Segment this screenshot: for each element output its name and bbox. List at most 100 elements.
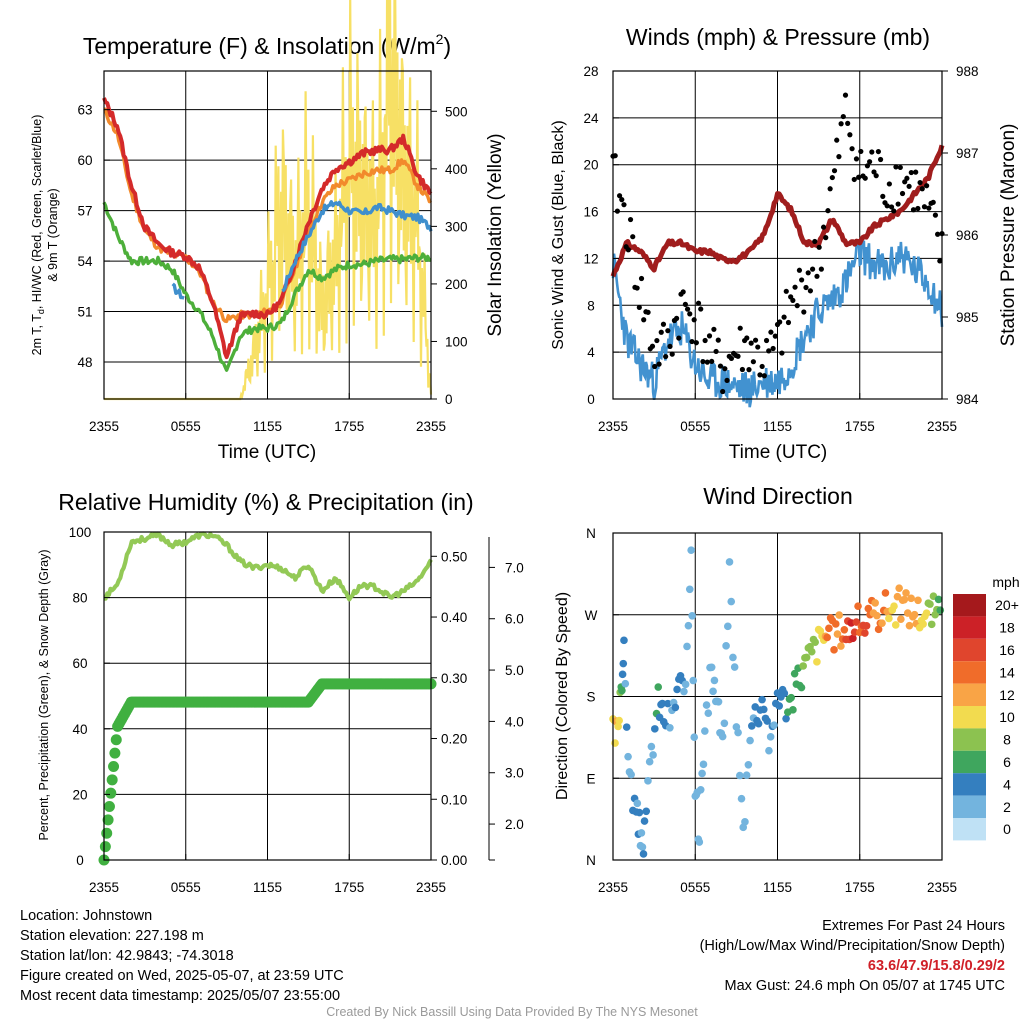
gust-point <box>728 355 735 362</box>
precip-point <box>102 814 114 826</box>
gust-point <box>917 179 923 186</box>
y-tick-label: 20 <box>72 787 87 802</box>
gust-point <box>847 132 853 138</box>
direction-point <box>736 771 744 780</box>
direction-point <box>724 622 732 631</box>
x-tick-label: 2355 <box>598 880 628 895</box>
direction-point <box>666 723 674 732</box>
gust-point <box>713 348 719 355</box>
direction-point <box>910 610 919 619</box>
colorbar-swatch <box>953 773 986 796</box>
gust-point <box>805 270 811 276</box>
direction-point <box>807 647 816 656</box>
direction-point <box>673 685 681 694</box>
direction-point <box>688 611 696 620</box>
gust-point <box>616 193 623 199</box>
y-tick-label: 60 <box>72 656 87 671</box>
direction-point <box>621 679 630 688</box>
x-tick-label: 1755 <box>334 880 364 895</box>
snow-tick-label: 6.0 <box>505 612 524 627</box>
gust-point <box>757 372 763 378</box>
colorbar-label: 16 <box>999 642 1015 658</box>
x-tick-label: 0555 <box>680 880 710 895</box>
direction-point <box>685 585 694 594</box>
direction-point <box>765 746 773 755</box>
direction-point <box>639 850 648 858</box>
y-tick-label: 0 <box>76 853 84 868</box>
direction-point <box>852 618 861 626</box>
precip-point <box>109 747 121 759</box>
x-tick-label: 2355 <box>927 880 957 895</box>
gust-point <box>820 224 827 230</box>
direction-point <box>671 703 680 712</box>
humidity-ylabel-left: Percent, Precipitation (Green), & Snow D… <box>37 549 51 840</box>
direction-point <box>737 794 746 803</box>
station-elevation: Station elevation: 227.198 m <box>20 928 204 944</box>
gust-point <box>827 186 833 192</box>
extremes-info: Extremes For Past 24 Hours (High/Low/Max… <box>700 916 1005 996</box>
y2-tick-label: 100 <box>445 334 468 349</box>
direction-point <box>754 719 763 728</box>
direction-point <box>885 614 893 623</box>
gust-point <box>663 353 669 360</box>
y-tick-label: 20 <box>583 158 598 173</box>
x-tick-label: 0555 <box>171 880 201 895</box>
y2-tick-label: 987 <box>956 146 979 161</box>
x-tick-label: 2355 <box>598 419 628 434</box>
direction-point <box>638 843 647 851</box>
gust-point <box>895 201 901 207</box>
gust-point <box>720 388 726 395</box>
precip-tick-label: 0.20 <box>441 732 467 747</box>
gust-point <box>919 186 925 192</box>
temperature-ylabel-left-2: & 9m T (Orange) <box>46 188 60 281</box>
direction-point <box>734 728 742 737</box>
station-latlon: Station lat/lon: 42.9843; -74.3018 <box>20 948 234 964</box>
temperature-panel: Temperature (F) & Insolation (W/m2) 48 51… <box>30 0 506 463</box>
direction-point <box>878 619 886 627</box>
gust-point <box>680 289 686 295</box>
direction-point <box>744 760 753 769</box>
y-tick-label: 4 <box>587 345 595 360</box>
direction-point <box>874 625 883 634</box>
gust-point <box>717 363 724 369</box>
gust-point <box>744 335 750 341</box>
gust-point <box>652 363 658 370</box>
gust-point <box>785 319 792 326</box>
direction-point <box>861 629 869 637</box>
figure-created: Figure created on Wed, 2025-05-07, at 23… <box>20 968 344 984</box>
gust-point <box>687 311 693 317</box>
x-tick-label: 1155 <box>253 880 282 895</box>
gust-point <box>766 348 772 354</box>
direction-point <box>681 680 690 689</box>
direction-point <box>922 609 931 617</box>
x-tick-label: 2355 <box>89 419 119 434</box>
gust-point <box>904 175 910 181</box>
direction-point <box>624 752 632 761</box>
direction-point <box>759 705 768 714</box>
gust-point <box>842 92 849 98</box>
gust-point <box>612 153 618 159</box>
gust-point <box>899 190 906 197</box>
y2-tick-label: 0 <box>445 392 453 407</box>
gust-point <box>924 183 930 189</box>
gust-point <box>759 363 765 370</box>
direction-point <box>618 686 626 695</box>
direction-point <box>797 683 806 692</box>
y-tick-label: N <box>586 526 596 541</box>
x-tick-label: 1755 <box>845 880 875 895</box>
colorbar-label: 2 <box>1003 799 1011 815</box>
gust-point <box>796 267 803 273</box>
gust-point <box>853 156 860 162</box>
direction-point <box>927 620 936 629</box>
precip-tick-label: 0.40 <box>441 610 467 625</box>
extremes-heading: Extremes For Past 24 Hours <box>822 918 1005 934</box>
direction-point <box>701 727 709 735</box>
colorbar-label: 0 <box>1003 821 1011 837</box>
y2-tick-label: 986 <box>956 228 979 243</box>
direction-point <box>782 714 790 723</box>
colorbar-swatch <box>953 638 986 662</box>
x-tick-label: 1155 <box>253 419 282 434</box>
x-tick-label: 2355 <box>89 880 119 895</box>
y-tick-label: 57 <box>77 204 92 219</box>
y-tick-label: 28 <box>583 64 598 79</box>
